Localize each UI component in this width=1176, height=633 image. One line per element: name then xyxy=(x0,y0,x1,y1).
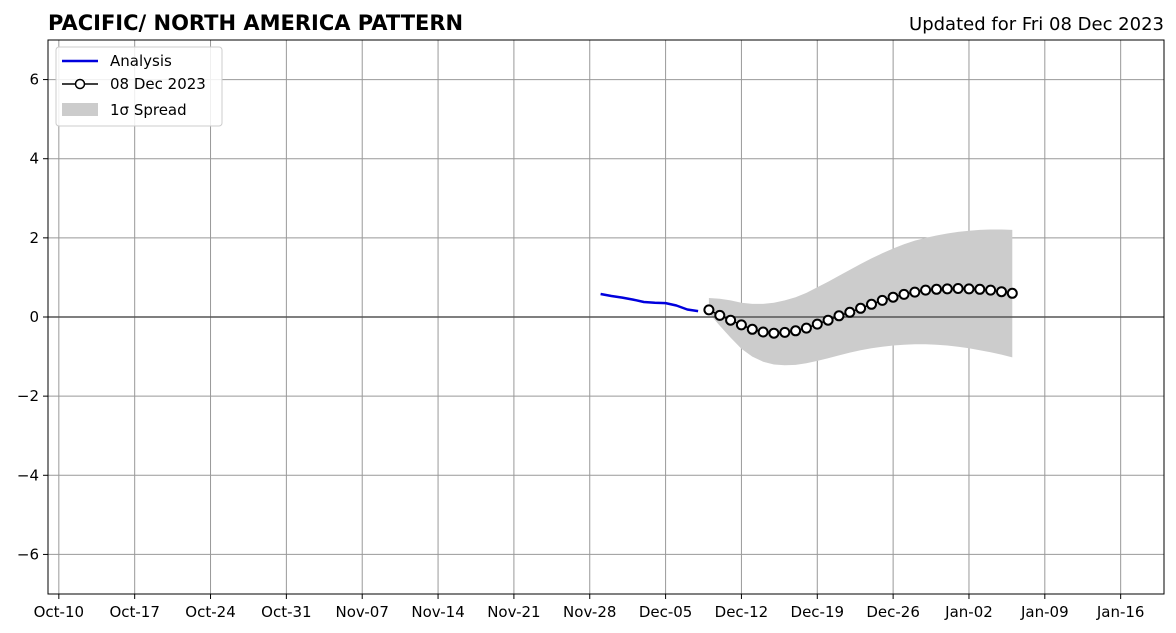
y-tick-label: 0 xyxy=(29,308,39,326)
forecast-point xyxy=(1006,287,1018,299)
forecast-point xyxy=(920,284,932,296)
x-tick-label: Oct-24 xyxy=(185,603,235,621)
forecast-point xyxy=(887,291,899,303)
x-axis: Oct-10 Oct-17 Oct-24 Oct-31 Nov-07 Nov-14 Nov-… xyxy=(34,594,1145,621)
y-tick-label: −6 xyxy=(17,545,39,563)
forecast-point xyxy=(941,283,953,295)
forecast-point xyxy=(790,325,802,337)
spread-band xyxy=(708,229,1013,366)
x-tick-label: Oct-10 xyxy=(34,603,84,621)
x-tick-label: Oct-31 xyxy=(261,603,311,621)
forecast-point xyxy=(746,323,758,335)
forecast-point xyxy=(855,302,867,314)
forecast-point xyxy=(714,309,726,321)
forecast-point xyxy=(844,306,856,318)
forecast-point xyxy=(833,310,845,322)
forecast-point xyxy=(757,326,769,338)
x-tick-label: Jan-09 xyxy=(1020,603,1069,621)
forecast-point xyxy=(898,288,910,300)
forecast-point xyxy=(866,298,877,310)
x-tick-label: Nov-07 xyxy=(336,603,389,621)
x-tick-label: Oct-17 xyxy=(109,603,159,621)
legend: Analysis 08 Dec 2023 1σ Spread xyxy=(55,46,223,127)
series-group xyxy=(600,283,1018,339)
spread-band-group xyxy=(708,229,1013,366)
x-tick-label: Dec-19 xyxy=(791,603,845,621)
legend-spread-label: 1σ Spread xyxy=(110,101,187,119)
y-tick-label: 4 xyxy=(29,150,39,168)
chart-title: PACIFIC/ NORTH AMERICA PATTERN xyxy=(48,11,463,35)
x-tick-label: Dec-26 xyxy=(866,603,920,621)
forecast-point xyxy=(952,283,964,294)
y-tick-label: −4 xyxy=(17,466,39,484)
forecast-point xyxy=(725,314,737,326)
x-tick-label: Nov-14 xyxy=(411,603,464,621)
y-tick-label: 6 xyxy=(29,71,39,89)
legend-spread-swatch xyxy=(62,103,98,116)
analysis-line xyxy=(600,292,699,313)
forecast-point xyxy=(768,327,780,339)
forecast-point xyxy=(985,284,997,296)
x-tick-label: Jan-02 xyxy=(944,603,993,621)
forecast-point xyxy=(996,286,1007,298)
forecast-point xyxy=(703,304,715,316)
chart-subtitle: Updated for Fri 08 Dec 2023 xyxy=(909,14,1164,35)
forecast-point xyxy=(909,286,921,298)
legend-forecast-marker xyxy=(74,78,86,90)
x-tick-label: Jan-16 xyxy=(1096,603,1145,621)
forecast-point xyxy=(876,294,888,306)
forecast-point xyxy=(974,283,986,295)
forecast-point xyxy=(811,318,823,330)
x-tick-label: Nov-21 xyxy=(487,603,540,621)
x-tick-label: Nov-28 xyxy=(563,603,616,621)
y-tick-label: −2 xyxy=(17,387,39,405)
legend-analysis-label: Analysis xyxy=(110,52,172,70)
y-axis: −6 −4 −2 0 2 4 6 xyxy=(17,71,48,563)
forecast-point xyxy=(779,326,791,338)
y-tick-label: 2 xyxy=(29,229,39,247)
forecast-point xyxy=(963,283,975,295)
forecast-point xyxy=(735,319,747,331)
forecast-point xyxy=(931,283,942,295)
x-tick-label: Dec-05 xyxy=(639,603,693,621)
forecast-point xyxy=(822,314,834,326)
x-tick-label: Dec-12 xyxy=(715,603,769,621)
forecast-point xyxy=(800,322,812,334)
legend-forecast-label: 08 Dec 2023 xyxy=(110,75,206,93)
